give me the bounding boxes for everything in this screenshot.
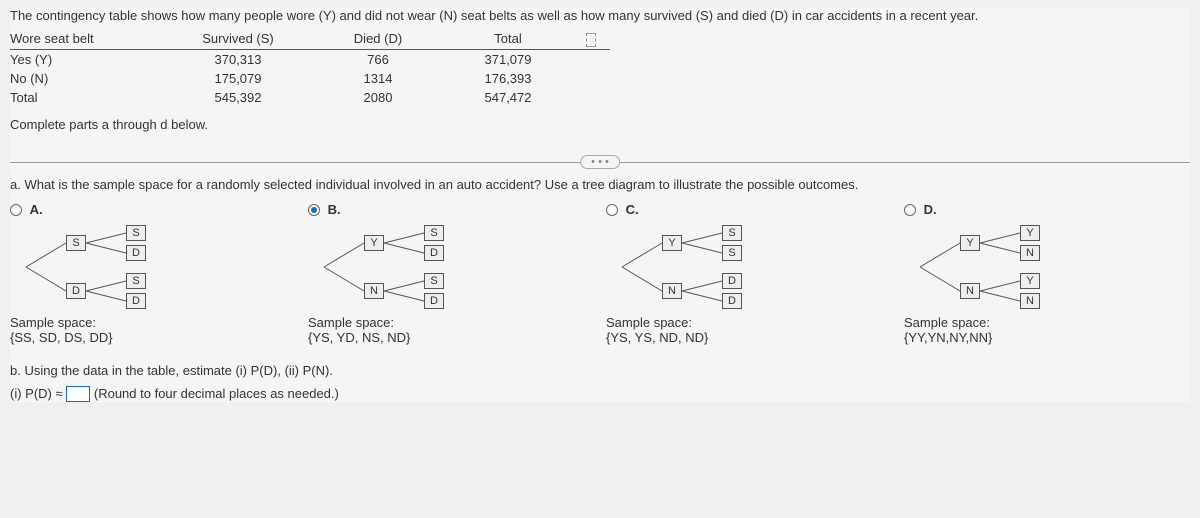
table-cell: 176,393 (450, 69, 580, 88)
node: S (424, 225, 444, 241)
table-cell: 766 (320, 49, 450, 69)
node: S (424, 273, 444, 289)
table-cell: No (N) (10, 69, 170, 88)
ellipsis-icon[interactable]: • • • (580, 155, 620, 169)
node: N (364, 283, 384, 299)
tree-a: S D S D S D (16, 227, 246, 307)
table-cell: 175,079 (170, 69, 320, 88)
sample-space-c: {YS, YS, ND, ND} (606, 330, 892, 345)
node: D (126, 245, 146, 261)
sample-space-b-label: Sample space: (308, 315, 594, 330)
sample-space-a-label: Sample space: (10, 315, 296, 330)
pd-suffix: (Round to four decimal places as needed.… (94, 386, 339, 401)
radio-b[interactable] (308, 204, 320, 216)
question-b: b. Using the data in the table, estimate… (10, 363, 1190, 378)
tree-d: Y N Y N Y N (910, 227, 1140, 307)
table-cell: 370,313 (170, 49, 320, 69)
node: D (424, 293, 444, 309)
node: D (424, 245, 444, 261)
option-a-label: A. (30, 202, 43, 217)
node: S (66, 235, 86, 251)
radio-d[interactable] (904, 204, 916, 216)
th-total: Total (450, 29, 580, 49)
option-c-label: C. (626, 202, 639, 217)
th-wore: Wore seat belt (10, 29, 170, 49)
table-cell: Yes (Y) (10, 49, 170, 69)
node: Y (1020, 225, 1040, 241)
node: Y (1020, 273, 1040, 289)
radio-c[interactable] (606, 204, 618, 216)
node: Y (960, 235, 980, 251)
node: D (66, 283, 86, 299)
table-cell: 2080 (320, 88, 450, 107)
node: D (722, 293, 742, 309)
sample-space-a: {SS, SD, DS, DD} (10, 330, 296, 345)
node: N (662, 283, 682, 299)
tree-c: Y N S S D D (612, 227, 842, 307)
node: S (722, 225, 742, 241)
node: N (1020, 245, 1040, 261)
option-d[interactable]: D. Y N Y N Y N Sample space: {YY,YN,NY,N… (904, 202, 1190, 345)
sample-space-d: {YY,YN,NY,NN} (904, 330, 1190, 345)
node: D (722, 273, 742, 289)
table-cell: 545,392 (170, 88, 320, 107)
table-cell: 1314 (320, 69, 450, 88)
table-cell: 547,472 (450, 88, 580, 107)
node: Y (364, 235, 384, 251)
option-d-label: D. (924, 202, 937, 217)
th-died: Died (D) (320, 29, 450, 49)
node: S (126, 225, 146, 241)
sample-space-b: {YS, YD, NS, ND} (308, 330, 594, 345)
option-a[interactable]: A. S D S D S D Sample space: {SS, SD, DS… (10, 202, 296, 345)
node: S (722, 245, 742, 261)
node: N (960, 283, 980, 299)
node: S (126, 273, 146, 289)
node: N (1020, 293, 1040, 309)
table-cell: Total (10, 88, 170, 107)
contingency-table: Wore seat belt Survived (S) Died (D) Tot… (10, 29, 610, 107)
node: Y (662, 235, 682, 251)
table-cell: 371,079 (450, 49, 580, 69)
option-b-label: B. (328, 202, 341, 217)
pd-prefix: (i) P(D) ≈ (10, 386, 63, 401)
node: D (126, 293, 146, 309)
question-a: a. What is the sample space for a random… (10, 177, 1190, 192)
complete-text: Complete parts a through d below. (10, 117, 1190, 132)
sample-space-c-label: Sample space: (606, 315, 892, 330)
option-c[interactable]: C. Y N S S D D Sample space: {YS, YS, ND… (606, 202, 892, 345)
separator: • • • (10, 162, 1190, 163)
pd-input[interactable] (66, 386, 90, 402)
option-b[interactable]: B. Y N S D S D Sample space: {YS, YD, NS… (308, 202, 594, 345)
radio-a[interactable] (10, 204, 22, 216)
text-cursor-icon (586, 33, 596, 47)
th-survived: Survived (S) (170, 29, 320, 49)
intro-text: The contingency table shows how many peo… (10, 8, 1190, 23)
tree-b: Y N S D S D (314, 227, 544, 307)
sample-space-d-label: Sample space: (904, 315, 1190, 330)
